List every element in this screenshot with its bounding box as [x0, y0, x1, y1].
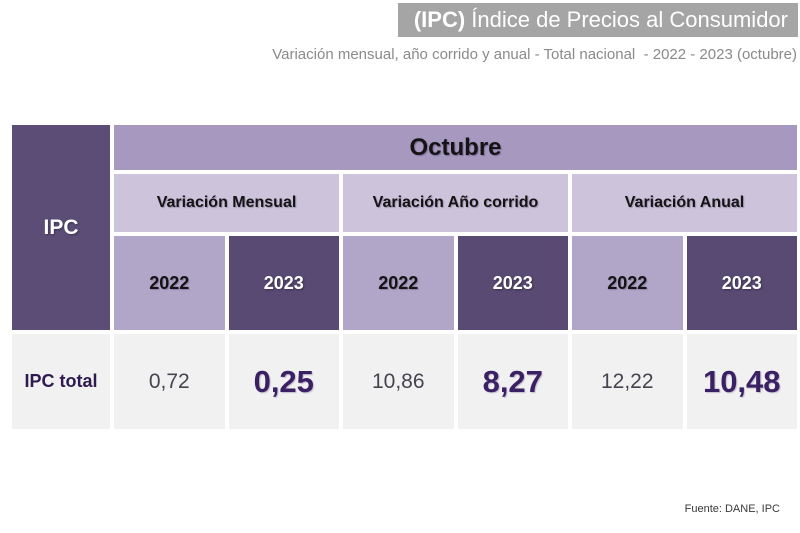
table-corner-ipc: IPC: [12, 125, 110, 330]
year-header-anual-2022: 2022: [572, 236, 683, 330]
row-label-ipc-total: IPC total: [12, 334, 110, 429]
month-header: Octubre: [114, 125, 797, 170]
year-header-mensual-2022: 2022: [114, 236, 225, 330]
year-header-ano-corrido-2022: 2022: [343, 236, 454, 330]
year-header-anual-2023: 2023: [686, 236, 797, 330]
subtitle: Variación mensual, año corrido y anual -…: [272, 46, 797, 63]
value-anual-2023: 10,48: [686, 334, 797, 429]
value-ano-corrido-2022: 10,86: [343, 334, 454, 429]
title-banner: (IPC) Índice de Precios al Consumidor: [397, 3, 798, 37]
value-anual-2022: 12,22: [572, 334, 683, 429]
year-header-ano-corrido-2023: 2023: [457, 236, 568, 330]
value-ano-corrido-2023: 8,27: [457, 334, 568, 429]
source-note: Fuente: DANE, IPC: [684, 503, 780, 515]
ipc-table: IPC Octubre Variación Mensual Variación …: [12, 125, 797, 429]
group-header-variacion-anual: Variación Anual: [572, 174, 797, 232]
group-header-variacion-mensual: Variación Mensual: [114, 174, 339, 232]
title-acronym: (IPC): [413, 7, 466, 32]
value-mensual-2023: 0,25: [228, 334, 339, 429]
value-mensual-2022: 0,72: [114, 334, 225, 429]
group-header-variacion-ano-corrido: Variación Año corrido: [343, 174, 568, 232]
year-header-mensual-2023: 2023: [228, 236, 339, 330]
page-title: Índice de Precios al Consumidor: [465, 7, 788, 32]
